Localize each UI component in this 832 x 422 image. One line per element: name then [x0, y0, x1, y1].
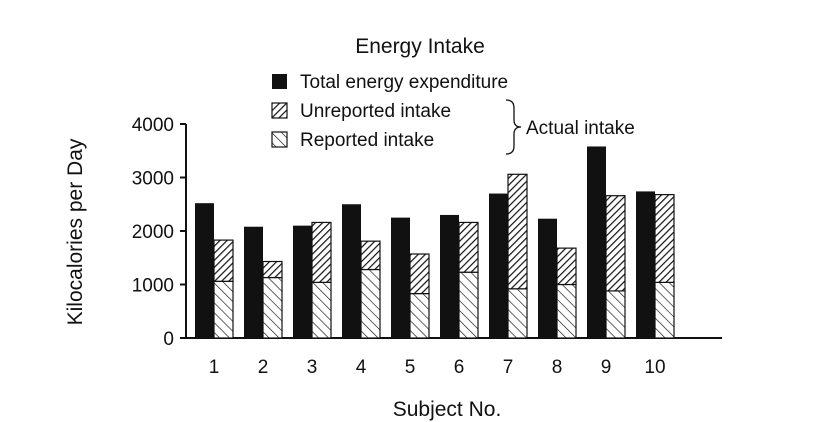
bar-total-energy-expenditure	[195, 203, 214, 338]
bar-total-energy-expenditure	[244, 226, 263, 338]
legend-label-total: Total energy expenditure	[300, 72, 508, 93]
y-axis-ticks: 0 1000 2000 3000 4000	[132, 115, 186, 350]
bar-reported-intake	[262, 276, 283, 339]
x-tick-label: 4	[356, 357, 367, 378]
bar-unreported-intake	[507, 173, 528, 290]
y-tick-label: 2000	[132, 222, 174, 243]
x-tick-label: 7	[503, 357, 514, 378]
bar-unreported-intake	[605, 195, 626, 292]
x-tick-label: 9	[601, 357, 612, 378]
legend-swatch-total	[272, 74, 287, 89]
x-tick-label: 10	[644, 357, 665, 378]
bar-unreported-intake	[409, 253, 430, 295]
bar-reported-intake	[556, 283, 577, 339]
legend-swatch-unreported	[271, 102, 288, 119]
y-tick-label: 0	[163, 329, 174, 350]
y-axis-title: Kilocalories per Day	[64, 138, 87, 325]
y-tick-label: 1000	[132, 276, 174, 297]
x-tick-label: 3	[307, 357, 318, 378]
bar-unreported-intake	[556, 247, 577, 286]
bar-unreported-intake	[654, 194, 675, 283]
legend-swatch-reported	[271, 131, 288, 148]
bar-total-energy-expenditure	[440, 214, 459, 338]
bar-unreported-intake	[213, 239, 234, 282]
bars	[195, 146, 675, 339]
bar-total-energy-expenditure	[391, 217, 410, 338]
legend-brace	[505, 99, 522, 155]
x-tick-label: 5	[405, 357, 416, 378]
chart-title: Energy Intake	[355, 35, 485, 58]
bar-reported-intake	[311, 281, 332, 339]
x-tick-label: 8	[552, 357, 563, 378]
bar-total-energy-expenditure	[293, 225, 312, 338]
bar-reported-intake	[409, 292, 430, 339]
bar-reported-intake	[213, 280, 234, 339]
bar-reported-intake	[654, 281, 675, 339]
bar-total-energy-expenditure	[636, 191, 655, 338]
y-tick-label: 4000	[132, 115, 174, 136]
legend-label-reported: Reported intake	[300, 130, 434, 151]
legend-group-label: Actual intake	[526, 118, 635, 139]
legend-label-unreported: Unreported intake	[300, 101, 451, 122]
x-axis-title: Subject No.	[393, 398, 502, 421]
bar-total-energy-expenditure	[342, 204, 361, 338]
bar-unreported-intake	[458, 221, 479, 273]
x-tick-label: 2	[258, 357, 269, 378]
bar-total-energy-expenditure	[538, 218, 557, 338]
bar-unreported-intake	[262, 260, 283, 279]
bar-reported-intake	[605, 290, 626, 339]
bar-total-energy-expenditure	[489, 193, 508, 338]
legend: Total energy expenditure Unreported inta…	[271, 72, 635, 155]
y-tick-label: 3000	[132, 169, 174, 190]
bar-reported-intake	[507, 288, 528, 339]
x-tick-label: 1	[209, 357, 220, 378]
bar-reported-intake	[458, 271, 479, 339]
bar-total-energy-expenditure	[587, 146, 606, 338]
bar-unreported-intake	[311, 221, 332, 283]
bar-reported-intake	[360, 268, 381, 339]
x-axis-ticks: 1 2 3 4 5 6 7 8 9 10	[209, 357, 666, 378]
bar-unreported-intake	[360, 240, 381, 271]
x-tick-label: 6	[454, 357, 465, 378]
